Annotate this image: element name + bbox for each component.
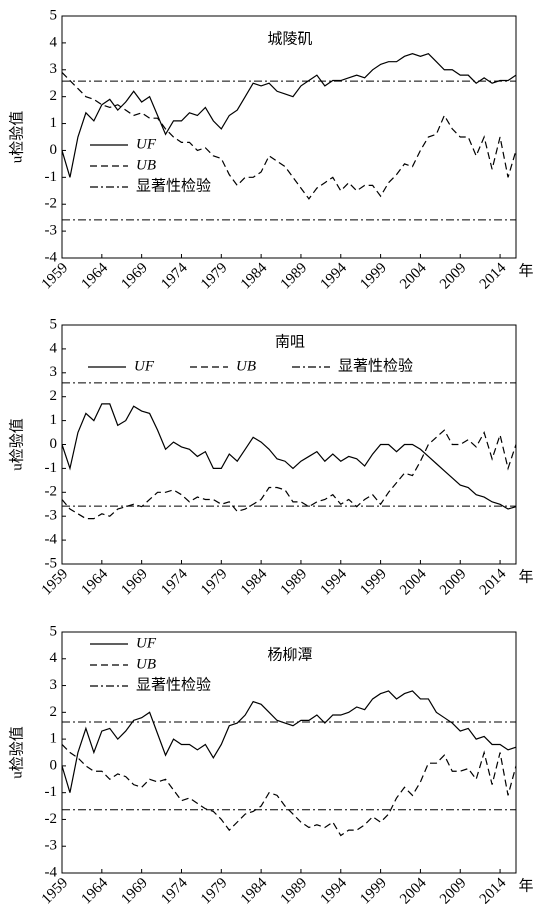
plot-frame	[61, 631, 517, 874]
y-tick-label: 0	[50, 436, 58, 452]
y-tick-label: 4	[50, 340, 58, 356]
x-tick-label: 2004	[397, 260, 430, 293]
x-tick-label: 1979	[198, 260, 231, 293]
legend-label: 显著性检验	[136, 177, 211, 194]
legend-label: UF	[136, 136, 157, 152]
legend-label: 显著性检验	[338, 357, 413, 374]
series-line	[61, 52, 517, 178]
y-tick-label: -1	[45, 784, 58, 800]
legend-label: 显著性检验	[136, 676, 211, 693]
x-tick-label: 1994	[318, 260, 351, 293]
y-axis-label: u检验值	[8, 726, 25, 779]
x-tick-label: 2014	[477, 875, 510, 908]
y-axis-label: u检验值	[8, 111, 25, 164]
x-tick-label: 1974	[158, 875, 191, 908]
series-line	[61, 72, 517, 200]
y-axis-label: u检验值	[8, 418, 25, 471]
x-tick-label: 1989	[278, 875, 311, 908]
y-tick-label: 2	[50, 88, 58, 104]
series-line	[61, 690, 517, 793]
chart-title: 杨柳潭	[267, 646, 312, 663]
y-tick-label: 4	[50, 34, 58, 50]
x-tick-label: 1989	[278, 260, 311, 293]
series-line	[61, 403, 517, 510]
plot-frame	[61, 15, 517, 259]
x-tick-label: 1994	[318, 875, 351, 908]
legend-label: UF	[136, 635, 157, 651]
y-tick-label: -5	[45, 555, 58, 571]
y-tick-label: 1	[50, 115, 58, 131]
legend-label: UB	[136, 656, 156, 672]
y-tick-label: 5	[50, 623, 58, 639]
y-tick-label: 0	[50, 757, 58, 773]
y-tick-label: -4	[45, 864, 58, 880]
y-tick-label: -1	[45, 460, 58, 476]
y-tick-label: 3	[50, 364, 58, 380]
x-tick-label: 1994	[318, 566, 351, 599]
x-tick-label: 1984	[238, 260, 271, 293]
x-tick-label: 1984	[238, 875, 271, 908]
x-tick-label: 2009	[437, 875, 470, 908]
y-tick-label: -3	[45, 838, 58, 854]
y-tick-label: -2	[45, 484, 58, 500]
x-tick-label: 1969	[118, 875, 151, 908]
y-tick-label: -3	[45, 223, 58, 239]
y-tick-label: -2	[45, 196, 58, 212]
y-tick-label: 5	[50, 316, 58, 332]
x-tick-label: 2009	[437, 260, 470, 293]
y-tick-label: 0	[50, 142, 58, 158]
x-tick-label: 1999	[357, 875, 390, 908]
x-tick-label: 1974	[158, 566, 191, 599]
x-axis-label: 年	[518, 877, 533, 894]
y-tick-label: 3	[50, 677, 58, 693]
x-tick-label: 1964	[79, 260, 112, 293]
series-line	[61, 744, 517, 837]
y-tick-label: -2	[45, 811, 58, 827]
y-tick-label: 1	[50, 731, 58, 747]
x-tick-label: 2014	[477, 260, 510, 293]
x-tick-label: 1984	[238, 566, 271, 599]
x-tick-label: 1974	[158, 260, 191, 293]
x-tick-label: 2004	[397, 566, 430, 599]
y-tick-label: 2	[50, 704, 58, 720]
x-tick-label: 1979	[198, 566, 231, 599]
legend-label: UB	[136, 157, 156, 173]
plot-frame	[61, 324, 517, 565]
y-tick-label: 4	[50, 650, 58, 666]
x-tick-label: 2014	[477, 566, 510, 599]
chart-title: 南咀	[275, 333, 305, 350]
x-axis-label: 年	[518, 262, 533, 279]
series-line	[61, 429, 517, 520]
x-tick-label: 2004	[397, 875, 430, 908]
legend-label: UB	[236, 358, 256, 374]
x-tick-label: 1999	[357, 566, 390, 599]
x-tick-label: 1964	[79, 875, 112, 908]
x-tick-label: 1979	[198, 875, 231, 908]
x-tick-label: 1964	[79, 566, 112, 599]
y-tick-label: 5	[50, 7, 58, 23]
legend-label: UF	[134, 358, 155, 374]
y-tick-label: 1	[50, 412, 58, 428]
y-tick-label: -4	[45, 249, 58, 265]
y-tick-label: 3	[50, 61, 58, 77]
chart-title: 城陵矶	[267, 30, 312, 47]
x-tick-label: 1969	[118, 566, 151, 599]
y-tick-label: -4	[45, 532, 58, 548]
y-tick-label: -3	[45, 508, 58, 524]
x-tick-label: 1999	[357, 260, 390, 293]
x-tick-label: 2009	[437, 566, 470, 599]
y-tick-label: 2	[50, 388, 58, 404]
x-tick-label: 1989	[278, 566, 311, 599]
x-axis-label: 年	[518, 568, 533, 585]
x-tick-label: 1969	[118, 260, 151, 293]
y-tick-label: -1	[45, 169, 58, 185]
